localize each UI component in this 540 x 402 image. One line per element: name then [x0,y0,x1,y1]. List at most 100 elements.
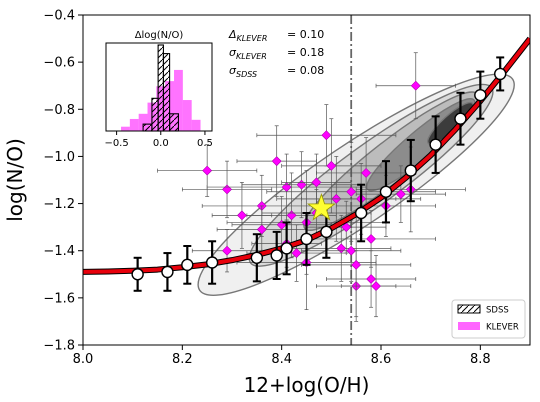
axes: 8.0 8.2 8.4 8.6 8.8 −1.8 −1.6 −1.4 −1.2 −1.0 −0.8 −… [3,9,531,397]
annotation-symbol: σ [229,64,237,77]
inset-sdss-bar [157,44,164,132]
inset-histogram: −0.5 0.0 0.5 Δlog(N/O) [104,30,212,149]
inset-frame [105,42,213,132]
klever-point [256,104,397,167]
inset-klever-bar [129,118,139,131]
plot-frame [82,14,531,346]
y-tick-label: −1.4 [43,244,75,259]
x-tick-label: 8.2 [172,352,193,367]
y-tick-label: −1.8 [43,339,75,354]
sdss-circle [300,232,313,246]
klever-diamond [326,160,337,171]
star-icon [306,193,336,221]
star-marker [306,193,336,221]
x-tick-label: 8.0 [73,352,94,367]
legend-sdss-label: SDSS [486,306,509,316]
sdss-binned-point [181,245,194,285]
sdss-circle [379,185,393,198]
inset-x-tick-label: 0.5 [197,138,213,149]
sdss-circle [354,206,368,220]
legend: SDSS KLEVER [451,299,526,339]
sdss-binned-point [404,138,417,203]
annotation-symbol: σ [229,46,237,59]
sdss-circle [454,112,467,125]
inset-x-tick-label: −0.5 [104,138,128,149]
klever-diamond [395,189,406,200]
klever-point [340,255,412,318]
inset-klever-bar [174,69,183,131]
annotation-line: σSDSS = 0.08 [229,64,324,79]
sdss-binned-point [250,233,264,283]
inset-x-tick-label: 0.0 [153,138,169,149]
inset-klever-bar [182,100,192,131]
sdss-circle [494,67,507,81]
y-tick-label: −0.6 [43,56,75,71]
x-tick-label: 8.4 [271,352,292,367]
sdss-circle [320,225,333,239]
klever-diamond [346,245,357,256]
x-axis-label: 12+log(O/H) [244,373,370,397]
klever-point [301,212,412,318]
klever-diamond [346,186,357,197]
inset-sdss-bar [151,97,159,132]
klever-point [355,165,446,223]
sdss-circle [161,265,174,279]
annotation-line: ΔKLEVER = 0.10 [228,28,324,43]
inset-sdss-bar [142,123,153,132]
sdss-binned-point [270,230,283,280]
sdss-binned-point [354,183,368,243]
sdss-binned-point [280,221,293,276]
sdss-binned-point [454,91,467,146]
klever-point [211,182,273,249]
klever-diamond [366,274,376,284]
klever-diamond [311,177,322,188]
klever-point [246,224,347,282]
y-tick-label: −1.0 [43,150,75,165]
annotation-value: = 0.08 [287,64,324,77]
klever-point [281,118,382,214]
annotation-symbol: Δ [228,28,237,41]
annotation-subscript: KLEVER [236,52,267,61]
klever-diamond [321,130,332,141]
inset-klever-bar [191,119,201,131]
legend-klever-swatch [458,322,480,330]
y-tick-label: −1.6 [43,291,75,306]
annotation-line: σKLEVER = 0.18 [229,46,324,61]
annotation-value: = 0.18 [287,46,324,59]
annotation-subscript: SDSS [236,70,257,79]
x-tick-label: 8.6 [371,352,392,367]
sdss-circle [280,242,293,255]
y-tick-label: −1.2 [43,197,75,212]
klever-diamond [366,234,376,244]
klever-diamond [222,245,232,256]
klever-diamond [351,259,362,270]
sdss-binned-point [161,252,174,292]
klever-diamond [361,168,372,178]
sdss-binned-point [474,70,487,120]
klever-points [157,52,466,322]
sdss-circle [131,268,144,281]
inset-sdss-bar [169,113,179,132]
annotation-value: = 0.10 [287,28,324,41]
x-tick-label: 8.8 [470,352,491,367]
klever-point [266,141,436,242]
klever-point [326,250,417,308]
klever-diamond [341,222,352,233]
sdss-binned-point [429,115,442,174]
sdss-circle [250,251,264,264]
sdss-circle [429,138,442,151]
sdss-circle [205,256,219,269]
klever-diamond [202,165,213,176]
inset-sdss-bar [162,53,171,132]
sdss-binned-point [205,240,219,285]
sdss-binned-point [131,256,144,292]
klever-point [306,200,387,254]
y-tick-label: −0.4 [43,9,75,24]
legend-sdss-swatch [457,304,481,314]
legend-klever-label: KLEVER [486,323,519,333]
klever-point [301,219,402,282]
y-axis-label: log(N/O) [3,138,27,222]
sdss-circle [270,249,283,262]
